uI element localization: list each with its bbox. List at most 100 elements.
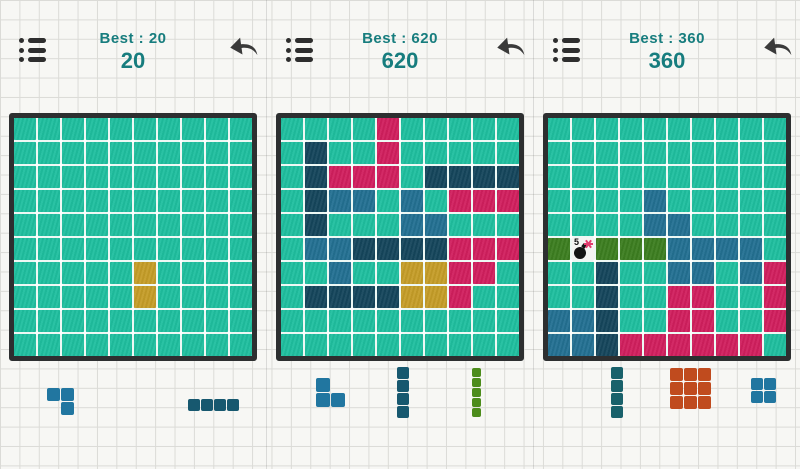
grid-cell[interactable] bbox=[329, 286, 351, 308]
grid-cell[interactable] bbox=[473, 286, 495, 308]
grid-cell[interactable] bbox=[377, 334, 399, 356]
grid-cell[interactable] bbox=[353, 286, 375, 308]
grid-cell[interactable] bbox=[86, 118, 108, 140]
grid-cell[interactable] bbox=[38, 286, 60, 308]
grid-cell[interactable] bbox=[449, 310, 471, 332]
grid-cell[interactable] bbox=[38, 334, 60, 356]
grid-cell[interactable] bbox=[449, 118, 471, 140]
grid-cell[interactable] bbox=[668, 166, 690, 188]
grid-cell[interactable] bbox=[668, 142, 690, 164]
grid-cell[interactable] bbox=[668, 190, 690, 212]
grid-cell[interactable] bbox=[425, 166, 447, 188]
grid-cell[interactable] bbox=[206, 262, 228, 284]
grid-cell[interactable] bbox=[644, 190, 666, 212]
grid-cell[interactable] bbox=[740, 190, 762, 212]
grid-cell[interactable] bbox=[182, 118, 204, 140]
grid-cell[interactable] bbox=[497, 262, 519, 284]
grid-cell[interactable] bbox=[377, 286, 399, 308]
grid-cell[interactable] bbox=[182, 334, 204, 356]
grid-cell[interactable] bbox=[548, 142, 570, 164]
grid-cell[interactable] bbox=[134, 166, 156, 188]
grid-cell[interactable] bbox=[377, 310, 399, 332]
grid-cell[interactable] bbox=[305, 142, 327, 164]
grid-cell[interactable] bbox=[158, 190, 180, 212]
grid-cell[interactable] bbox=[134, 310, 156, 332]
grid-cell[interactable] bbox=[401, 214, 423, 236]
grid-cell[interactable] bbox=[14, 286, 36, 308]
grid-cell[interactable] bbox=[644, 310, 666, 332]
grid-cell[interactable] bbox=[596, 142, 618, 164]
tray-piece[interactable] bbox=[611, 367, 623, 418]
grid-cell[interactable] bbox=[281, 334, 303, 356]
grid-cell[interactable] bbox=[38, 310, 60, 332]
grid-cell[interactable] bbox=[596, 334, 618, 356]
grid-cell[interactable] bbox=[62, 214, 84, 236]
grid-cell[interactable] bbox=[644, 214, 666, 236]
grid-cell[interactable] bbox=[548, 262, 570, 284]
grid-cell[interactable] bbox=[230, 142, 252, 164]
grid-cell[interactable] bbox=[644, 334, 666, 356]
grid-cell[interactable] bbox=[182, 214, 204, 236]
grid-cell[interactable] bbox=[281, 286, 303, 308]
grid-cell[interactable] bbox=[692, 286, 714, 308]
menu-icon[interactable] bbox=[553, 38, 581, 62]
grid-cell[interactable] bbox=[110, 334, 132, 356]
grid-cell[interactable] bbox=[425, 310, 447, 332]
grid-cell[interactable] bbox=[572, 334, 594, 356]
grid-cell[interactable] bbox=[62, 190, 84, 212]
grid-cell[interactable] bbox=[764, 190, 786, 212]
grid-cell[interactable] bbox=[572, 214, 594, 236]
grid-cell[interactable] bbox=[401, 142, 423, 164]
grid-cell[interactable] bbox=[668, 310, 690, 332]
grid-cell[interactable] bbox=[377, 190, 399, 212]
grid-cell[interactable] bbox=[497, 238, 519, 260]
grid-cell[interactable] bbox=[740, 142, 762, 164]
grid-cell[interactable] bbox=[572, 190, 594, 212]
grid-cell[interactable] bbox=[377, 142, 399, 164]
grid-cell[interactable] bbox=[596, 286, 618, 308]
grid-cell[interactable] bbox=[182, 262, 204, 284]
grid-cell[interactable] bbox=[353, 238, 375, 260]
undo-button[interactable] bbox=[761, 33, 795, 67]
grid-cell[interactable] bbox=[764, 214, 786, 236]
grid-cell[interactable] bbox=[497, 214, 519, 236]
grid-cell[interactable] bbox=[401, 118, 423, 140]
grid-cell[interactable] bbox=[230, 118, 252, 140]
grid-cell[interactable] bbox=[716, 142, 738, 164]
grid-cell[interactable] bbox=[62, 142, 84, 164]
grid-cell[interactable] bbox=[740, 286, 762, 308]
grid-cell[interactable] bbox=[329, 118, 351, 140]
grid-cell[interactable] bbox=[377, 262, 399, 284]
grid-cell[interactable] bbox=[425, 238, 447, 260]
undo-button[interactable] bbox=[494, 33, 528, 67]
grid-cell[interactable] bbox=[497, 118, 519, 140]
grid-cell[interactable] bbox=[14, 334, 36, 356]
grid-cell[interactable] bbox=[401, 334, 423, 356]
grid-cell[interactable] bbox=[548, 166, 570, 188]
grid-cell[interactable] bbox=[644, 286, 666, 308]
grid-cell[interactable] bbox=[62, 238, 84, 260]
grid-cell[interactable] bbox=[134, 118, 156, 140]
grid-cell[interactable] bbox=[716, 238, 738, 260]
grid-cell[interactable] bbox=[644, 118, 666, 140]
grid-cell[interactable] bbox=[158, 214, 180, 236]
grid-cell[interactable] bbox=[329, 142, 351, 164]
grid-cell[interactable] bbox=[62, 166, 84, 188]
grid-cell[interactable] bbox=[596, 166, 618, 188]
grid-cell[interactable] bbox=[740, 238, 762, 260]
grid-cell[interactable] bbox=[158, 262, 180, 284]
grid-cell[interactable] bbox=[425, 334, 447, 356]
grid-cell[interactable] bbox=[572, 262, 594, 284]
grid-cell[interactable] bbox=[14, 190, 36, 212]
grid-cell[interactable] bbox=[596, 310, 618, 332]
grid-cell[interactable] bbox=[329, 190, 351, 212]
grid-cell[interactable] bbox=[182, 166, 204, 188]
grid-cell[interactable] bbox=[596, 190, 618, 212]
grid-cell[interactable] bbox=[425, 286, 447, 308]
grid-cell[interactable] bbox=[401, 238, 423, 260]
grid-cell[interactable] bbox=[473, 310, 495, 332]
grid-cell[interactable] bbox=[86, 262, 108, 284]
grid-cell[interactable] bbox=[548, 310, 570, 332]
grid-cell[interactable] bbox=[86, 166, 108, 188]
grid-cell[interactable] bbox=[620, 262, 642, 284]
